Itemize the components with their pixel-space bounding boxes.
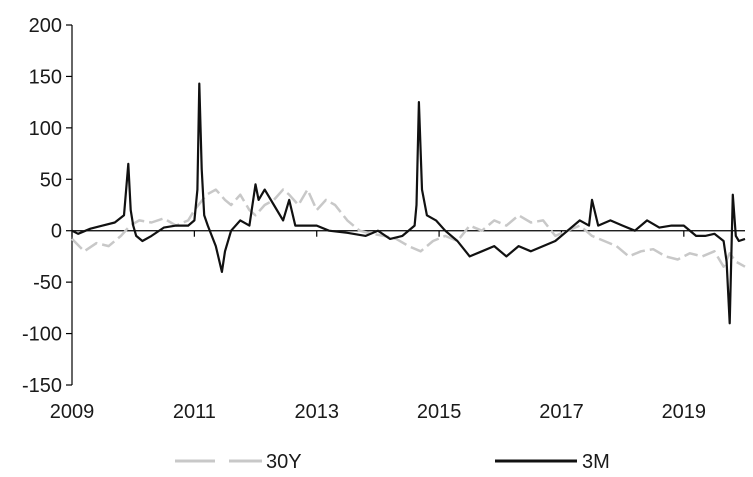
y-tick-label: 0 — [51, 221, 62, 243]
x-tick-label: 2019 — [662, 401, 707, 423]
legend: 30Y 3M — [175, 451, 610, 473]
legend-item-30y: 30Y — [175, 451, 302, 473]
y-tick-label: -150 — [22, 375, 62, 397]
x-tick-label: 2015 — [417, 401, 462, 423]
series-line-30y — [71, 188, 746, 268]
x-tick-label: 2009 — [50, 401, 95, 423]
x-tick-label: 2011 — [173, 401, 216, 423]
y-axis-ticks: 200 150 100 50 0 -50 -100 -150 — [22, 15, 72, 397]
y-tick-label: 50 — [40, 169, 62, 191]
x-axis-ticks: 2009 2011 2013 2015 2017 2019 — [50, 230, 707, 423]
y-tick-label: -100 — [22, 324, 62, 346]
y-tick-label: -50 — [33, 272, 62, 294]
series-layer — [71, 82, 746, 325]
y-tick-label: 100 — [29, 118, 62, 140]
x-tick-label: 2013 — [294, 401, 339, 423]
legend-item-3m: 3M — [495, 451, 610, 473]
series-line-3m — [71, 82, 746, 325]
plot-area: 200 150 100 50 0 -50 -100 -150 2009 2011 2013 2015… — [22, 15, 746, 423]
x-tick-label: 2017 — [539, 401, 584, 423]
y-tick-label: 150 — [29, 66, 62, 88]
y-tick-label: 200 — [29, 15, 62, 37]
legend-label-3m: 3M — [582, 451, 610, 473]
legend-label-30y: 30Y — [266, 451, 302, 473]
